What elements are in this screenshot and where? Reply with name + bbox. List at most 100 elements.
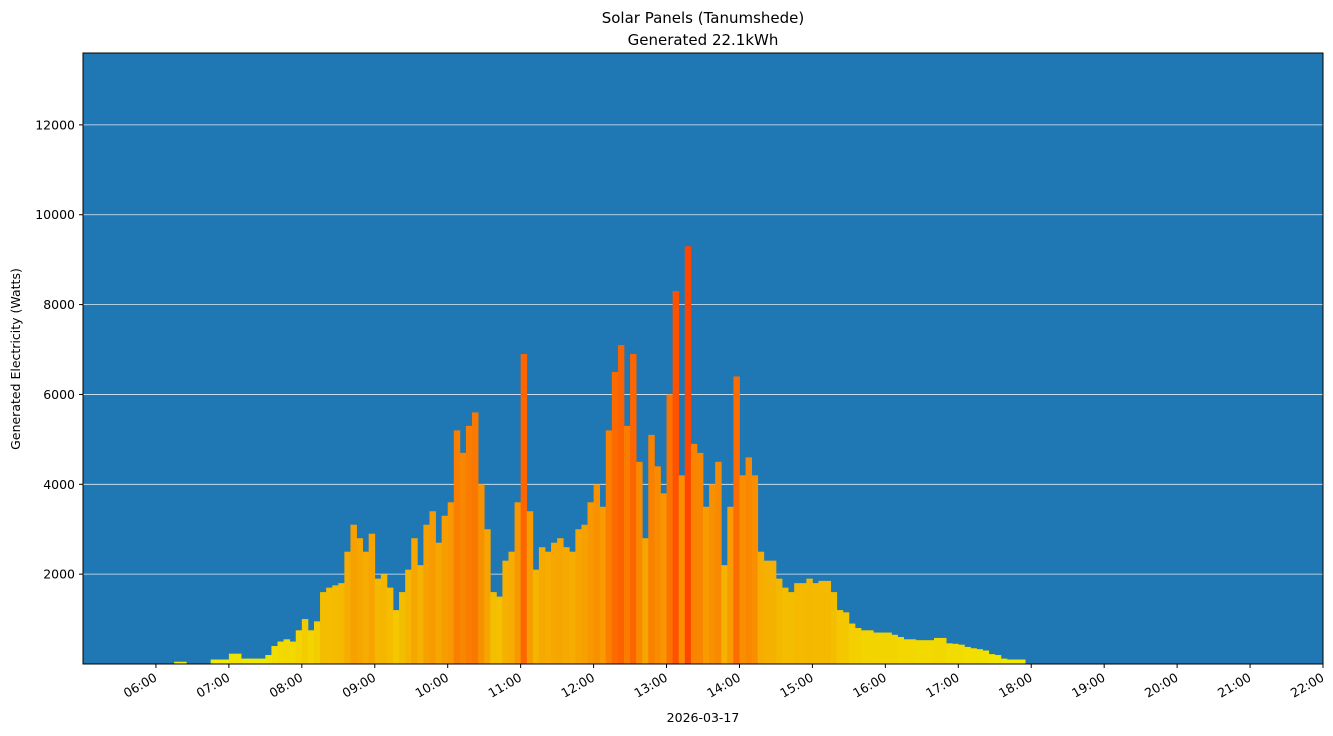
bar (830, 592, 838, 664)
bar (265, 655, 272, 664)
x-tick-label: 15:00 (777, 670, 816, 701)
bar (587, 502, 594, 664)
x-tick-label: 19:00 (1069, 670, 1108, 701)
bar (380, 574, 388, 664)
x-tick-label: 07:00 (194, 670, 233, 701)
bar (1006, 659, 1014, 664)
x-tick-label: 06:00 (121, 670, 160, 701)
bar (271, 646, 278, 664)
x-tick-label: 12:00 (558, 670, 597, 701)
chart-subtitle: Generated 22.1kWh (628, 31, 779, 49)
bar (703, 506, 710, 664)
bar (794, 583, 801, 664)
bar (617, 345, 625, 664)
y-tick-label: 8000 (43, 297, 75, 312)
bar (301, 619, 309, 664)
bar (733, 376, 740, 664)
bar (496, 596, 503, 664)
bar (465, 425, 473, 664)
bar (642, 538, 649, 664)
bar (289, 641, 297, 664)
bar (800, 583, 807, 664)
bar (386, 587, 394, 664)
bar (551, 542, 558, 664)
bar (320, 592, 327, 664)
bar (964, 646, 971, 664)
bar (569, 551, 576, 664)
bar (593, 484, 601, 664)
bar (611, 371, 619, 664)
bar (429, 511, 436, 664)
bar (423, 524, 430, 664)
bar (441, 515, 449, 664)
bar (544, 551, 552, 664)
bar (405, 569, 412, 664)
bar (435, 542, 443, 664)
bar (782, 587, 789, 664)
bar (563, 547, 570, 664)
bar (727, 506, 734, 664)
bar (994, 655, 1002, 664)
bar (757, 551, 765, 664)
x-tick-label: 17:00 (923, 670, 962, 701)
x-tick-label: 16:00 (850, 670, 889, 701)
x-tick-label: 22:00 (1288, 670, 1327, 701)
bar (891, 634, 898, 664)
bar (368, 533, 376, 664)
bar (903, 639, 911, 664)
bar (952, 643, 959, 664)
bar (751, 475, 759, 664)
bar (399, 592, 406, 664)
bar (690, 443, 698, 664)
bar (514, 502, 522, 664)
y-axis: 2000 4000 6000 8000 10000 12000 (35, 117, 83, 582)
bar (234, 653, 242, 664)
bar (745, 457, 753, 664)
bar (180, 661, 187, 664)
bar (332, 585, 339, 664)
bar (307, 630, 315, 664)
bar (769, 560, 777, 664)
bar (259, 658, 266, 664)
bar (575, 529, 582, 664)
bar (848, 623, 856, 664)
bar (885, 632, 892, 664)
bar (623, 425, 631, 664)
x-tick-label: 21:00 (1215, 670, 1254, 701)
x-tick-label: 11:00 (485, 670, 524, 701)
bar (472, 412, 479, 664)
bar (812, 583, 819, 664)
bar (277, 641, 284, 664)
y-tick-label: 12000 (35, 117, 75, 132)
bar (210, 659, 218, 664)
bar (630, 354, 637, 664)
bar (678, 475, 686, 664)
bar (326, 587, 333, 664)
bar (538, 547, 546, 664)
y-tick-label: 6000 (43, 387, 75, 402)
x-tick-label: 13:00 (631, 670, 670, 701)
bar (696, 452, 704, 664)
bar (970, 648, 977, 664)
bar (174, 661, 181, 664)
bar (976, 649, 984, 664)
bar (739, 475, 746, 664)
bar (842, 612, 850, 664)
bar (672, 291, 680, 664)
bar (295, 630, 303, 664)
bar (873, 632, 880, 664)
bar (484, 529, 491, 664)
bar (393, 610, 400, 664)
bar (818, 580, 825, 664)
bar (526, 511, 534, 664)
bar (982, 650, 990, 664)
bar (508, 551, 515, 664)
x-axis-label: 2026-03-17 (667, 710, 740, 725)
bar (648, 434, 655, 664)
bar (241, 658, 248, 664)
x-tick-label: 08:00 (267, 670, 306, 701)
bar (216, 659, 224, 664)
bar (222, 659, 230, 664)
bar (350, 524, 357, 664)
